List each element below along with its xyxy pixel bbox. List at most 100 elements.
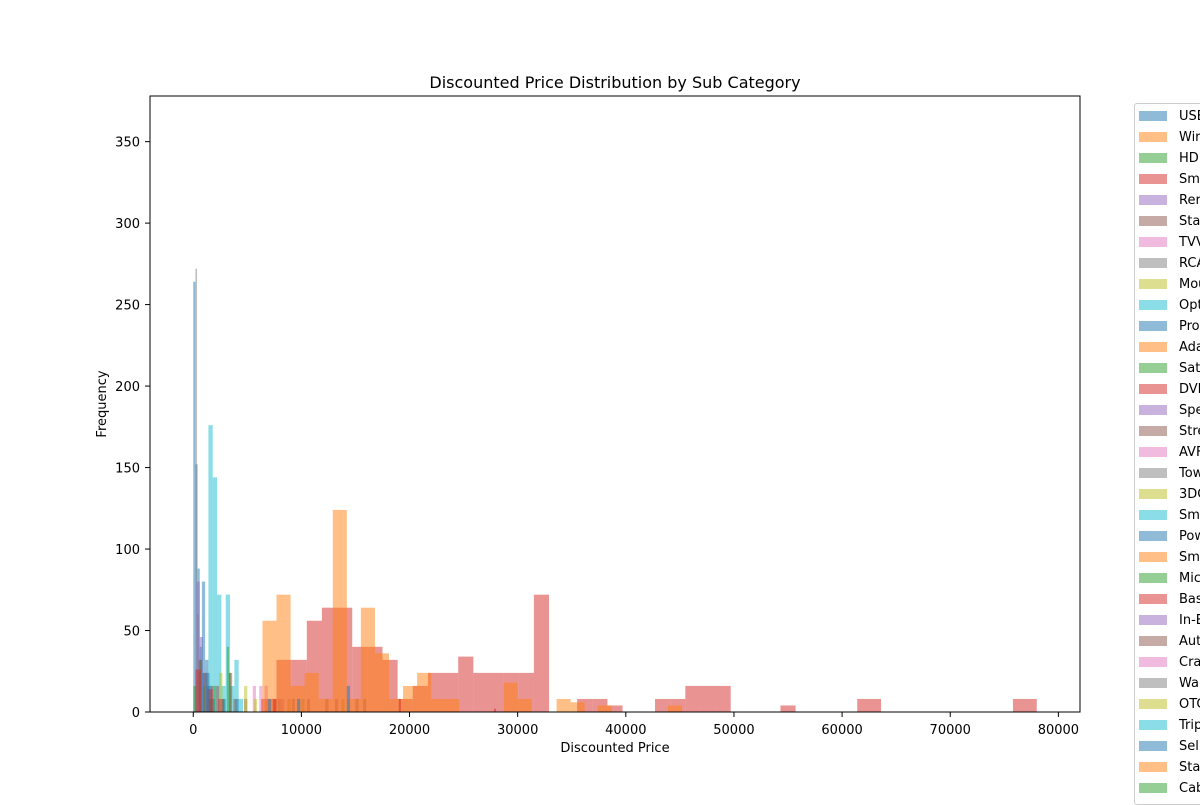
histogram-bar-s11-b10 [403, 685, 418, 712]
legend-label: Opt [1179, 297, 1200, 313]
legend-label: Sta [1179, 213, 1200, 229]
histogram-bar-s0-b0 [193, 281, 196, 712]
histogram-bar-s13-b2 [235, 698, 239, 712]
y-tick-label: 350 [115, 136, 140, 151]
legend-label: Sm [1179, 549, 1200, 565]
y-tick-label: 0 [132, 706, 140, 721]
histogram-bar-s11-b0 [262, 620, 277, 712]
chart-title: Discounted Price Distribution by Sub Cat… [429, 73, 800, 92]
legend-item: 3DC [1139, 484, 1200, 504]
x-tick-label: 60000 [821, 723, 862, 738]
legend-swatch [1139, 321, 1167, 331]
legend-swatch [1139, 153, 1167, 163]
x-tick-label: 50000 [713, 723, 754, 738]
legend-swatch [1139, 720, 1167, 730]
plot-frame [149, 95, 1081, 713]
y-tick-label: 150 [115, 462, 140, 477]
legend-label: Trip [1179, 717, 1200, 733]
legend-swatch [1139, 615, 1167, 625]
legend-item: Stre [1139, 421, 1200, 441]
histogram-bar-s10-b22 [655, 698, 671, 712]
histogram-bar-s5-b6 [226, 646, 229, 712]
y-tick-label: 200 [115, 380, 140, 395]
legend-swatch [1139, 636, 1167, 646]
legend-label: USB [1179, 108, 1200, 124]
legend-label: Mou [1179, 276, 1200, 292]
x-tick-label: 20000 [389, 723, 430, 738]
histogram-bar-s10-b14 [473, 672, 489, 712]
legend-item: Tow [1139, 463, 1200, 483]
legend-item: DVI [1139, 379, 1200, 399]
legend-swatch [1139, 552, 1167, 562]
legend-swatch [1139, 699, 1167, 709]
histogram-bar-s11-b5 [332, 509, 347, 712]
histogram-bar-s10-b15 [488, 672, 504, 712]
histogram-bar-s13-b3 [267, 698, 272, 712]
legend-label: Sta [1179, 759, 1200, 775]
histogram-bar-s11-b13 [445, 698, 460, 712]
x-tick-label: 40000 [605, 723, 646, 738]
legend-swatch [1139, 384, 1167, 394]
histogram-bar-s11-b19 [667, 705, 683, 712]
legend-item: Trip [1139, 715, 1200, 735]
x-tick-label: 70000 [930, 723, 971, 738]
legend-item: RCA [1139, 253, 1200, 273]
legend-swatch [1139, 783, 1167, 793]
histogram-bar-s6-b3 [215, 685, 220, 712]
legend-label: Sm [1179, 507, 1200, 523]
legend-label: Tow [1179, 465, 1200, 481]
legend-label: Rer [1179, 192, 1200, 208]
histogram-bar-s8-b2 [253, 698, 258, 712]
histogram-bar-s3-b0 [208, 425, 213, 712]
legend-swatch [1139, 405, 1167, 415]
legend-swatch [1139, 174, 1167, 184]
legend-label: Sat [1179, 360, 1200, 376]
legend-label: OTC [1179, 696, 1200, 712]
legend-item: Sat [1139, 358, 1200, 378]
histogram-bar-s12-b5 [493, 708, 497, 712]
histogram-bar-s10-b21 [607, 705, 623, 712]
legend: USB Wir HDI Sm Rer Sta TVV RCA Mou Opt Pro Ada Sat DV… [1134, 103, 1200, 805]
legend-label: Wal [1179, 675, 1200, 691]
legend-swatch [1139, 111, 1167, 121]
legend-swatch [1139, 678, 1167, 688]
histogram-bar-s2-b0 [196, 581, 200, 712]
histogram-bar-s10-b28 [857, 698, 882, 712]
legend-label: In-E [1179, 612, 1200, 628]
histogram-bar-s5-b0 [193, 685, 197, 712]
y-tick-label: 300 [115, 217, 140, 232]
legend-item: Mic [1139, 568, 1200, 588]
histogram-bar-s11-b16 [556, 698, 571, 712]
legend-item: Bas [1139, 589, 1200, 609]
histogram-bars [193, 268, 1037, 712]
histogram-bar-s11-b1 [276, 594, 291, 712]
legend-label: Sel [1179, 738, 1199, 754]
histogram-bar-s11-b14 [503, 682, 518, 712]
x-tick-label: 0 [189, 723, 197, 738]
histogram-bar-s10-b25 [700, 685, 716, 712]
legend-item: Cab [1139, 778, 1200, 798]
legend-item: Wal [1139, 673, 1200, 693]
legend-label: Wir [1179, 129, 1200, 145]
legend-swatch [1139, 426, 1167, 436]
legend-label: Aut [1179, 633, 1200, 649]
histogram-bar-s10-b27 [780, 705, 796, 712]
histogram-bar-s13-b4 [297, 698, 301, 712]
legend-swatch [1139, 132, 1167, 142]
legend-item: AVF [1139, 442, 1200, 462]
histogram-bar-s12-b0 [195, 669, 201, 712]
legend-item: USB [1139, 106, 1200, 126]
legend-label: Cab [1179, 780, 1200, 796]
histogram-bar-s11-b18 [597, 705, 612, 712]
legend-item: Sm [1139, 505, 1200, 525]
histogram-bar-s12-b2 [218, 698, 224, 712]
legend-swatch [1139, 762, 1167, 772]
histogram-bar-s1-b0 [195, 268, 198, 712]
histogram-bar-s12-b3 [273, 698, 277, 712]
legend-swatch [1139, 279, 1167, 289]
legend-swatch [1139, 510, 1167, 520]
histogram-bar-s11-b17 [570, 702, 585, 712]
y-tick-label: 250 [115, 299, 140, 314]
histogram-bar-s11-b9 [388, 698, 404, 712]
